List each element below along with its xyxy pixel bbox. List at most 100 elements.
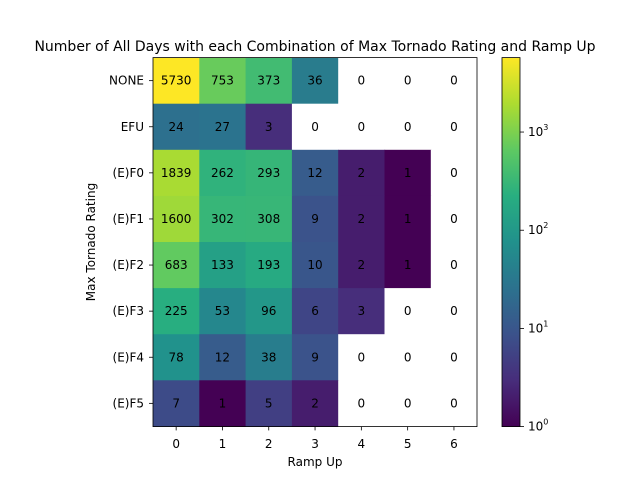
heatmap-cell — [338, 57, 386, 105]
heatmap-cell — [430, 288, 478, 335]
x-axis: 0 1 2 3 4 5 6 — [172, 426, 458, 451]
heatmap-cell — [384, 380, 432, 427]
cell-value-label: 0 — [404, 120, 412, 134]
heatmap-cell — [338, 288, 386, 335]
chart-title: Number of All Days with each Combination… — [34, 39, 595, 55]
cell-value-label: 9 — [311, 212, 319, 226]
heatmap-cell — [291, 334, 339, 381]
cell-value-label: 225 — [165, 304, 188, 318]
heatmap-cell — [199, 288, 247, 335]
cell-value-label: 1 — [404, 258, 412, 272]
heatmap-cell — [245, 103, 293, 151]
heatmap-cell — [199, 57, 247, 105]
heatmap-cell — [338, 195, 386, 243]
cell-value-label: 133 — [211, 258, 234, 272]
colorbar-tick-label: 101 — [528, 319, 548, 335]
cell-value-label: 5 — [265, 396, 273, 410]
cell-value-label: 753 — [211, 74, 234, 88]
cell-value-label: 6 — [311, 304, 319, 318]
cell-value-label: 373 — [257, 74, 280, 88]
cell-value-label: 0 — [450, 258, 458, 272]
x-tick-label: 2 — [265, 437, 273, 451]
cell-value-label: 0 — [358, 120, 366, 134]
heatmap-cell — [384, 242, 432, 289]
heatmap-cell — [245, 242, 293, 289]
heatmap-cell — [153, 57, 200, 105]
y-tick-label: (E)F0 — [113, 166, 144, 180]
heatmap-cell — [153, 195, 200, 243]
heatmap-cell — [153, 242, 200, 289]
colorbar-tick-label: 102 — [528, 221, 548, 237]
y-tick-label: (E)F1 — [113, 212, 144, 226]
cell-value-label: 0 — [404, 304, 412, 318]
heatmap-cell — [430, 334, 478, 381]
cell-value-label: 2 — [358, 166, 366, 180]
heatmap-cell — [291, 242, 339, 289]
y-axis-label: Max Tornado Rating — [84, 183, 98, 301]
cell-value-label: 1600 — [161, 212, 192, 226]
cell-value-label: 0 — [450, 212, 458, 226]
heatmap-cell — [430, 57, 478, 105]
heatmap-cell — [153, 334, 200, 381]
colorbar: 100 101 102 103 — [501, 57, 548, 434]
cell-value-label: 0 — [450, 166, 458, 180]
cell-value-label: 12 — [307, 166, 322, 180]
cell-value-label: 3 — [358, 304, 366, 318]
y-tick-label: (E)F5 — [113, 396, 144, 410]
heatmap-cell — [245, 57, 293, 105]
heatmap-cell — [199, 195, 247, 243]
heatmap-cell — [384, 195, 432, 243]
cell-value-label: 0 — [450, 74, 458, 88]
x-tick-label: 0 — [172, 437, 180, 451]
cell-value-label: 27 — [215, 120, 230, 134]
heatmap-cell — [153, 149, 200, 197]
x-tick-label: 4 — [358, 437, 366, 451]
heatmap-cell — [291, 57, 339, 105]
heatmap-cell — [384, 57, 432, 105]
heatmap-cell — [384, 103, 432, 151]
cell-value-label: 0 — [450, 304, 458, 318]
cell-value-label: 0 — [358, 74, 366, 88]
heatmap-cell — [291, 149, 339, 197]
cell-value-label: 0 — [450, 396, 458, 410]
cell-value-label: 78 — [169, 350, 184, 364]
heatmap-cell — [245, 334, 293, 381]
cell-value-label: 7 — [172, 396, 180, 410]
cell-value-label: 1 — [404, 212, 412, 226]
heatmap-cell — [338, 103, 386, 151]
heatmap-cell — [338, 242, 386, 289]
y-tick-label: (E)F2 — [113, 258, 144, 272]
cell-value-label: 262 — [211, 166, 234, 180]
heatmap-cell — [153, 103, 200, 151]
cell-value-label: 0 — [404, 74, 412, 88]
heatmap-cell — [291, 380, 339, 427]
heatmap-cell — [199, 334, 247, 381]
y-tick-label: (E)F3 — [113, 304, 144, 318]
x-tick-label: 6 — [450, 437, 458, 451]
cell-value-label: 12 — [215, 350, 230, 364]
x-axis-label: Ramp Up — [288, 455, 343, 469]
colorbar-tick-label: 100 — [528, 418, 548, 434]
y-tick-label: (E)F4 — [113, 350, 144, 364]
heatmap-cell — [338, 334, 386, 381]
heatmap-cell — [245, 195, 293, 243]
cell-value-label: 1 — [404, 166, 412, 180]
colorbar-gradient — [501, 57, 521, 427]
cell-value-label: 293 — [257, 166, 280, 180]
cell-value-label: 193 — [257, 258, 280, 272]
heatmap-cell — [245, 288, 293, 335]
cell-value-label: 0 — [404, 350, 412, 364]
heatmap-cell — [153, 380, 200, 427]
x-tick-label: 5 — [404, 437, 412, 451]
colorbar-ticks: 100 101 102 103 — [520, 123, 548, 434]
cell-value-label: 10 — [307, 258, 322, 272]
y-tick-label: NONE — [109, 74, 144, 88]
heatmap-cell — [430, 380, 478, 427]
heatmap-cell — [291, 288, 339, 335]
heatmap-cell — [291, 103, 339, 151]
cell-value-label: 96 — [261, 304, 276, 318]
heatmap-cell — [430, 103, 478, 151]
heatmap-cell — [384, 334, 432, 381]
